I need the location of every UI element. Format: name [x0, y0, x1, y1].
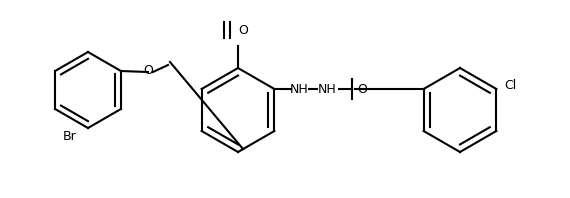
Text: Cl: Cl: [504, 78, 516, 91]
Text: O: O: [143, 64, 153, 76]
Text: NH: NH: [290, 83, 309, 95]
Text: NH: NH: [318, 83, 337, 95]
Text: O: O: [357, 83, 367, 95]
Text: O: O: [238, 24, 248, 36]
Text: Br: Br: [63, 130, 77, 143]
